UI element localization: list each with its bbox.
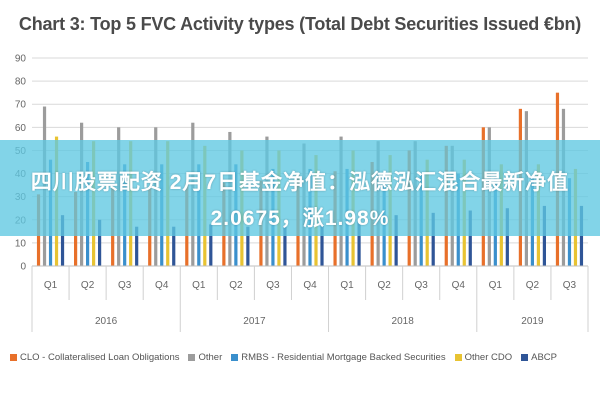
x-tick-label: Q3 (415, 280, 429, 291)
y-tick-label: 70 (15, 100, 27, 111)
x-group-label: 2019 (521, 316, 544, 327)
legend-item: CLO - Collateralised Loan Obligations (10, 352, 179, 363)
legend-swatch (231, 354, 239, 361)
x-tick-label: Q1 (44, 280, 58, 291)
overlay-banner (0, 140, 600, 236)
bar-abcp (357, 219, 361, 266)
legend-label: CLO - Collateralised Loan Obligations (20, 352, 180, 363)
y-tick-label: 90 (15, 54, 27, 65)
legend-item: Other (188, 352, 222, 363)
x-tick-label: Q3 (118, 280, 132, 291)
bar-abcp (283, 226, 287, 266)
x-tick-label: Q4 (452, 280, 466, 291)
x-tick-label: Q2 (377, 280, 391, 291)
x-tick-label: Q3 (563, 280, 577, 291)
bar-abcp (135, 226, 139, 266)
chart-legend: CLO - Collateralised Loan Obligations Oth… (10, 352, 595, 363)
legend-swatch (10, 354, 17, 361)
overlay-subline: 2.0675，涨1.98% (210, 207, 390, 230)
bar-abcp (209, 224, 213, 266)
x-tick-label: Q1 (192, 280, 206, 291)
legend-label: Other (198, 352, 223, 363)
legend-swatch (521, 354, 529, 361)
legend-label: ABCP (531, 352, 557, 363)
x-tick-label: Q1 (489, 280, 503, 291)
x-group-label: 2018 (392, 316, 415, 327)
x-tick-label: Q3 (266, 280, 280, 291)
bar-abcp (431, 212, 435, 266)
x-tick-label: Q2 (229, 280, 243, 291)
y-tick-label: 0 (20, 262, 26, 273)
x-group-label: 2017 (243, 316, 266, 327)
legend-swatch (188, 354, 196, 361)
bar-abcp (505, 208, 509, 266)
bar-abcp (98, 219, 102, 266)
x-tick-label: Q2 (81, 280, 95, 291)
y-tick-label: 60 (15, 123, 27, 134)
legend-label: Other CDO (464, 352, 513, 363)
y-tick-label: 10 (15, 238, 27, 249)
bar-abcp (172, 226, 176, 266)
x-tick-label: Q4 (155, 280, 169, 291)
legend-item: ABCP (521, 352, 557, 363)
legend-item: Other CDO (454, 352, 513, 363)
legend-swatch (454, 354, 462, 361)
bar-abcp (394, 215, 398, 266)
bar-abcp (320, 224, 324, 266)
bar-abcp (468, 210, 472, 266)
chart-title: Chart 3: Top 5 FVC Activity types (Total… (18, 14, 582, 34)
x-tick-label: Q2 (526, 280, 540, 291)
overlay-headline: 四川股票配资 2月7日基金净值：泓德泓汇混合最新净值 (30, 171, 570, 194)
y-tick-label: 80 (15, 77, 27, 88)
legend-label: RMBS - Residential Mortgage Backed Secur… (241, 352, 446, 363)
x-tick-label: Q4 (303, 280, 317, 291)
legend-item: RMBS - Residential Mortgage Backed Secur… (231, 352, 446, 363)
x-group-label: 2016 (95, 316, 118, 327)
bar-abcp (60, 215, 65, 266)
bar-abcp (246, 226, 250, 266)
x-tick-label: Q1 (340, 280, 354, 291)
